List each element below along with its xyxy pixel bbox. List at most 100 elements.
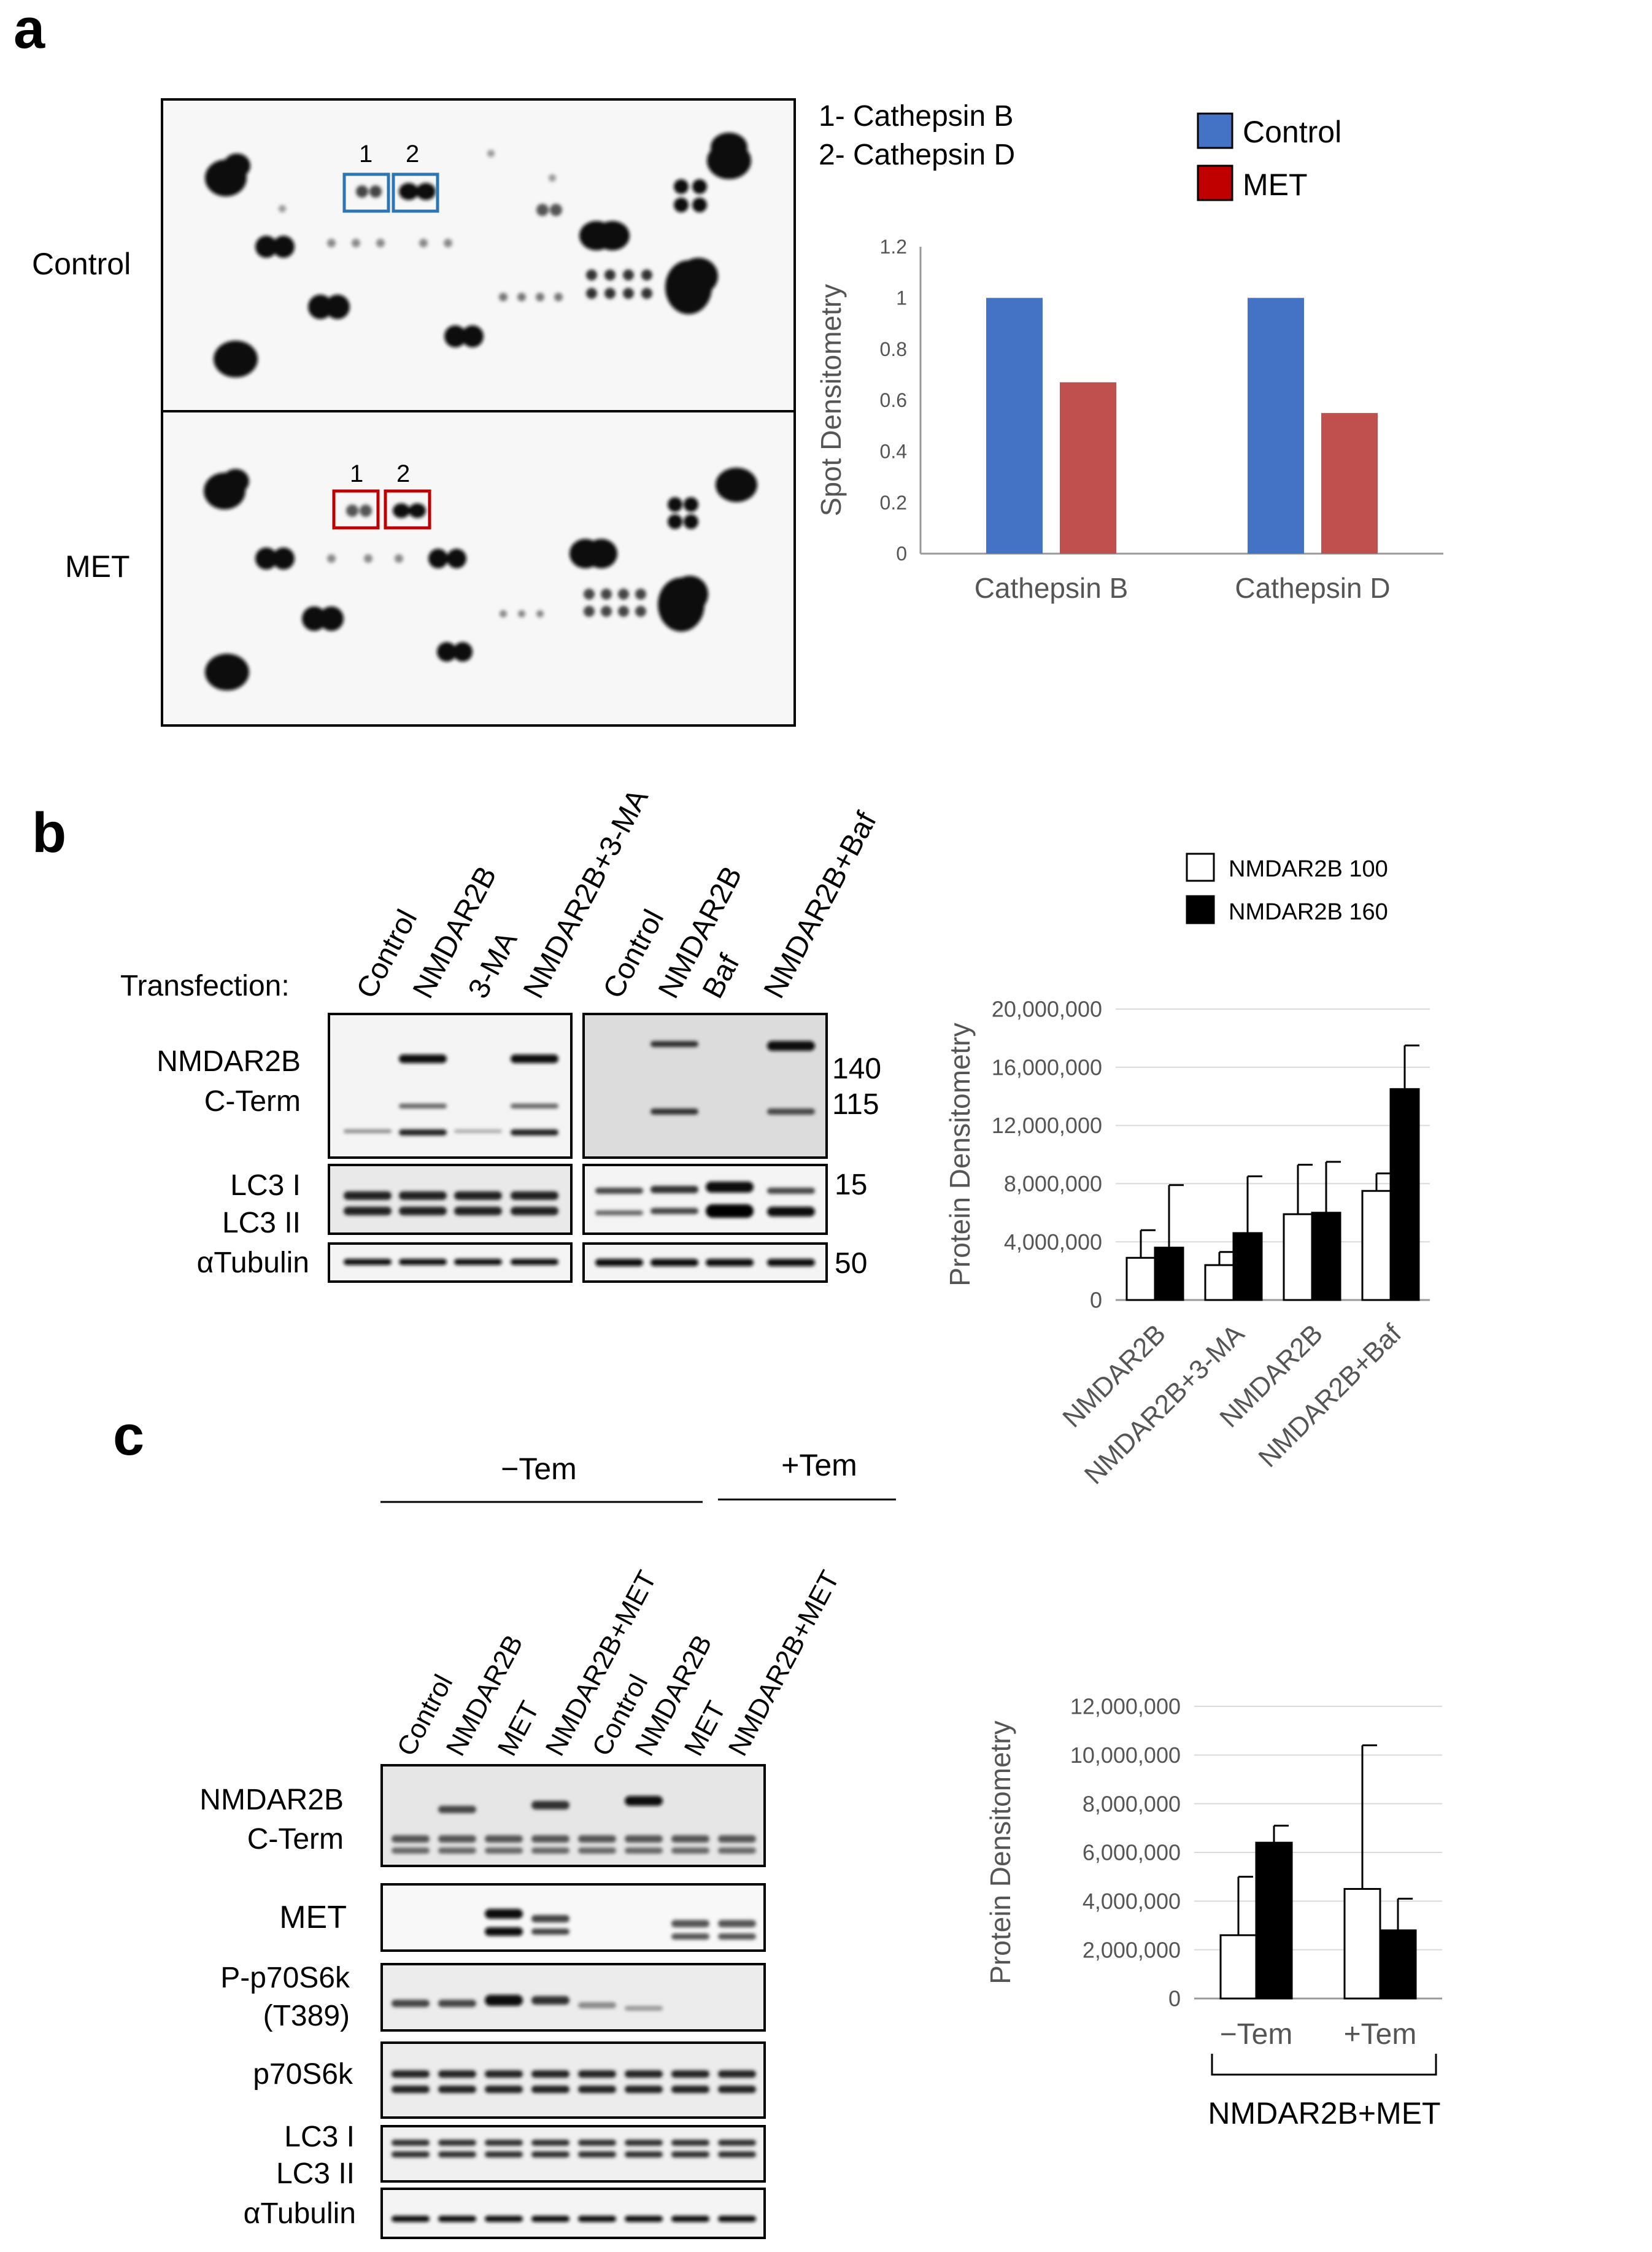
blot-band	[531, 1929, 569, 1935]
array-spot	[517, 293, 526, 301]
blot-band	[531, 2086, 569, 2093]
spot-box-1-control	[342, 172, 390, 213]
panel-c-lane-labels: ControlNMDAR2BMETNMDAR2B+METControlNMDAR…	[392, 1566, 846, 1761]
blot-label-cterm-c: C-Term	[247, 1823, 344, 1855]
spot-key-1: 1- Cathepsin B	[819, 100, 1014, 133]
array-spot	[684, 514, 698, 529]
blot-band	[392, 1835, 430, 1843]
array-spot	[692, 198, 707, 212]
blot-band	[438, 1806, 476, 1813]
y-tick-label: 8,000,000	[1004, 1171, 1102, 1196]
legend-swatch-met	[1197, 164, 1233, 201]
x-tick-label: Cathepsin B	[975, 572, 1129, 604]
array-spot	[554, 293, 563, 301]
blot-band	[344, 1191, 392, 1200]
blot-band	[485, 2086, 523, 2093]
blot-label-lc3ii-c: LC3 II	[276, 2157, 355, 2190]
blot-band	[625, 1835, 663, 1843]
x-tick-label: −Tem	[1220, 2018, 1293, 2051]
blot-band	[485, 1835, 523, 1843]
legend-swatch-nmdar2b-100	[1186, 853, 1215, 882]
blot-band	[671, 2086, 709, 2093]
blot-label-met-c: MET	[279, 1900, 347, 1935]
blot-band	[718, 2151, 756, 2157]
blot-band	[718, 2216, 756, 2222]
blot-b-left	[328, 1013, 573, 1283]
blot-label-cterm-b: C-Term	[204, 1085, 301, 1118]
group-label-nmdar2b-met: NMDAR2B+MET	[1208, 2096, 1440, 2130]
array-spot	[255, 548, 277, 570]
blot-band	[531, 2140, 569, 2146]
array-spot	[716, 468, 757, 502]
blot-band	[718, 2140, 756, 2146]
blot-band	[625, 1848, 663, 1854]
array-spot	[308, 295, 333, 319]
blot-label-tubulin-c: αTubulin	[244, 2197, 356, 2230]
blot-band	[511, 1129, 558, 1136]
array-spot	[444, 239, 452, 247]
blot-c	[380, 1764, 766, 2239]
blot-band	[392, 2070, 430, 2078]
y-tick-label: 1	[896, 287, 907, 309]
blot-band	[531, 1996, 569, 2005]
y-tick-label: 0	[1090, 1288, 1102, 1313]
blot-band	[344, 1129, 392, 1133]
blot-band	[531, 1801, 569, 1809]
lane-label: 3-MA	[462, 926, 524, 1004]
blot-band	[650, 1208, 698, 1214]
blot-band	[485, 1909, 523, 1919]
blot-label-lc3ii-b: LC3 II	[222, 1207, 301, 1239]
blot-band	[578, 1848, 616, 1854]
blot-band	[392, 1848, 430, 1854]
array-spot	[428, 549, 448, 568]
blot-band	[511, 1104, 558, 1109]
blot-band	[706, 1204, 754, 1218]
blot-band	[485, 1995, 523, 2006]
blot-band	[718, 1920, 756, 1927]
blot-band	[625, 2086, 663, 2093]
array-spot	[352, 239, 360, 247]
blot-band	[399, 1129, 447, 1136]
blot-band	[392, 2086, 430, 2093]
blot-band	[671, 2070, 709, 2078]
array-spot	[711, 133, 747, 162]
array-spot	[549, 174, 556, 182]
blot-band	[344, 1259, 392, 1265]
bar-met	[1060, 382, 1116, 554]
legend-label-nmdar2b-160: NMDAR2B 160	[1229, 899, 1388, 925]
blot-band	[392, 2140, 430, 2146]
bar-nmdar2b-100	[1283, 1213, 1313, 1301]
x-tick-label: +Tem	[1344, 2018, 1417, 2051]
blot-band	[531, 2151, 569, 2157]
spot-box-1-met	[332, 489, 380, 530]
blot-band	[650, 1259, 698, 1266]
y-axis-label: Protein Densitometry	[984, 1720, 1016, 1984]
blot-band	[399, 1054, 447, 1063]
array-spot	[500, 610, 507, 617]
group-bracket	[1211, 2054, 1437, 2076]
array-spot	[674, 179, 689, 194]
blot-band	[392, 2216, 430, 2222]
blot-band	[399, 1259, 447, 1265]
blot-band	[650, 1041, 698, 1047]
spot-key-2: 2- Cathepsin D	[819, 139, 1015, 171]
array-spot	[205, 654, 249, 691]
array-spot	[319, 606, 344, 631]
array-spot	[393, 503, 410, 518]
mw-marker-115: 115	[832, 1088, 879, 1121]
blot-band	[399, 1191, 447, 1200]
array-spot	[364, 554, 372, 563]
array-spot	[223, 153, 250, 178]
blot-band	[485, 1848, 523, 1854]
array-spot	[618, 589, 629, 600]
row-label-met: MET	[65, 549, 130, 584]
blot-band	[485, 2140, 523, 2146]
array-spot	[369, 185, 382, 198]
spot-number-2-met: 2	[396, 460, 410, 487]
bar-nmdar2b-160	[1255, 1841, 1293, 2000]
y-tick-label: 4,000,000	[1083, 1889, 1181, 1914]
panel-b-letter: b	[32, 802, 66, 864]
blot-band	[767, 1207, 815, 1217]
chart-b-legend: NMDAR2B 100 NMDAR2B 160	[1186, 853, 1388, 925]
lane-label: MET	[492, 1697, 546, 1761]
